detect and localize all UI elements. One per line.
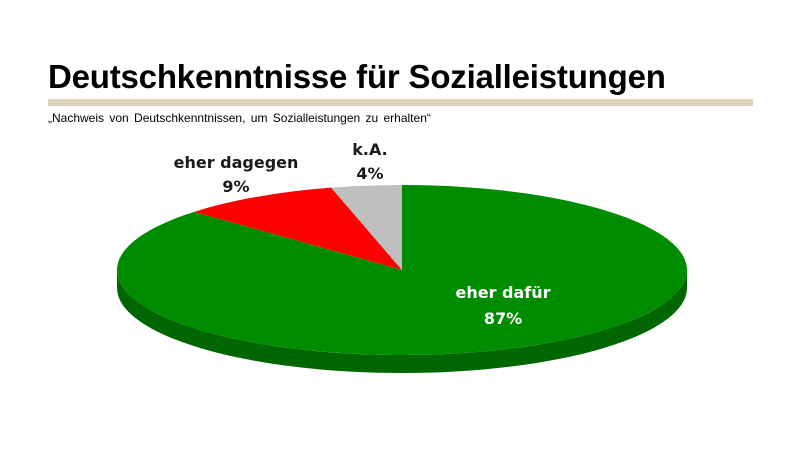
title-divider — [48, 99, 753, 106]
slice-name-k-a-: k.A. — [352, 140, 387, 159]
pie-side-eher-daf-r — [117, 270, 687, 373]
pie-slices — [117, 184, 688, 355]
pie-sides — [117, 270, 687, 373]
pie-slice-eher-dagegen — [194, 187, 402, 270]
chart-subtitle: „Nachweis von Deutschkenntnissen, um Soz… — [48, 111, 431, 125]
pie-labels: eher dafür 87% eher dagegen 9% k.A. 4% — [174, 140, 551, 328]
slice-value-k-a-: 4% — [356, 164, 383, 183]
pie-slice-eher-daf-r — [117, 184, 688, 355]
slice-name-eher-dagegen: eher dagegen — [174, 153, 299, 172]
slice-name-eher-daf-r: eher dafür — [455, 283, 550, 302]
slice-value-eher-dagegen: 9% — [222, 177, 249, 196]
slice-value-eher-daf-r: 87% — [484, 309, 522, 328]
page-title: Deutschkenntnisse für Sozialleistungen — [48, 58, 666, 95]
pie-slice-k-a- — [331, 185, 402, 270]
